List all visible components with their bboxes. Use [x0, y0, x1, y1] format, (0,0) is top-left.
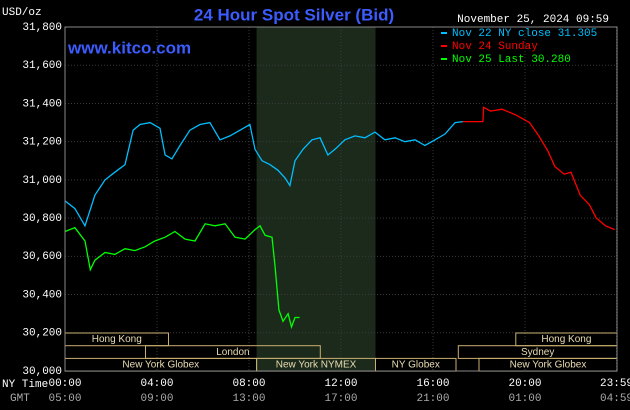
- x-tick-label: 16:00: [416, 378, 449, 390]
- timestamp: November 25, 2024 09:59: [457, 14, 609, 26]
- x-tick-label: 04:00: [140, 378, 173, 390]
- session-label: Hong Kong: [92, 334, 142, 345]
- x2-tick-label: 01:00: [508, 393, 541, 405]
- x-tick-label: 23:59: [600, 378, 630, 390]
- plot-frame: [64, 26, 618, 372]
- x-tick-label: 12:00: [324, 378, 357, 390]
- session-label: New York NYMEX: [276, 360, 357, 371]
- y-tick-label: 30,200: [22, 328, 62, 340]
- x2-tick-label: 17:00: [324, 393, 357, 405]
- y-tick-label: 31,600: [22, 60, 62, 72]
- legend-label: Nov 24 Sunday: [452, 41, 538, 53]
- highlight-band: [256, 27, 376, 371]
- source-label: www.kitco.com: [67, 38, 191, 57]
- x2-tick-label: 04:59: [600, 393, 630, 405]
- session-label: New York Globex: [510, 360, 587, 371]
- y-tick-label: 30,000: [22, 366, 62, 378]
- session-label: Sydney: [521, 347, 554, 358]
- x-row-label: GMT: [10, 393, 30, 405]
- x2-tick-label: 09:00: [140, 393, 173, 405]
- x2-tick-label: 05:00: [48, 393, 81, 405]
- series-line: [64, 120, 463, 228]
- session-label: Hong Kong: [541, 334, 591, 345]
- y-tick-label: 31,800: [22, 22, 62, 34]
- session-label: NY Globex: [392, 360, 440, 371]
- y-tick-label: 30,400: [22, 289, 62, 301]
- session-label: London: [216, 347, 249, 358]
- x-tick-label: 00:00: [48, 378, 81, 390]
- series-line: [64, 223, 300, 330]
- legend-label: Nov 22 NY close 31.305: [452, 28, 597, 40]
- y-tick-label: 30,600: [22, 251, 62, 263]
- y-tick-label: 31,400: [22, 98, 62, 110]
- x-row-label: NY Time: [2, 379, 48, 391]
- x-tick-label: 08:00: [232, 378, 265, 390]
- y-tick-label: 30,800: [22, 213, 62, 225]
- x2-tick-label: 13:00: [232, 393, 265, 405]
- series-line: [462, 106, 615, 231]
- y-tick-label: 31,000: [22, 175, 62, 187]
- session-label: New York Globex: [122, 360, 199, 371]
- y-tick-label: 31,200: [22, 137, 62, 149]
- legend-label: Nov 25 Last 30.280: [452, 54, 571, 66]
- x2-tick-label: 21:00: [416, 393, 449, 405]
- x-tick-label: 20:00: [508, 378, 541, 390]
- chart-title: 24 Hour Spot Silver (Bid): [194, 5, 394, 24]
- unit-label: USD/oz: [2, 7, 42, 19]
